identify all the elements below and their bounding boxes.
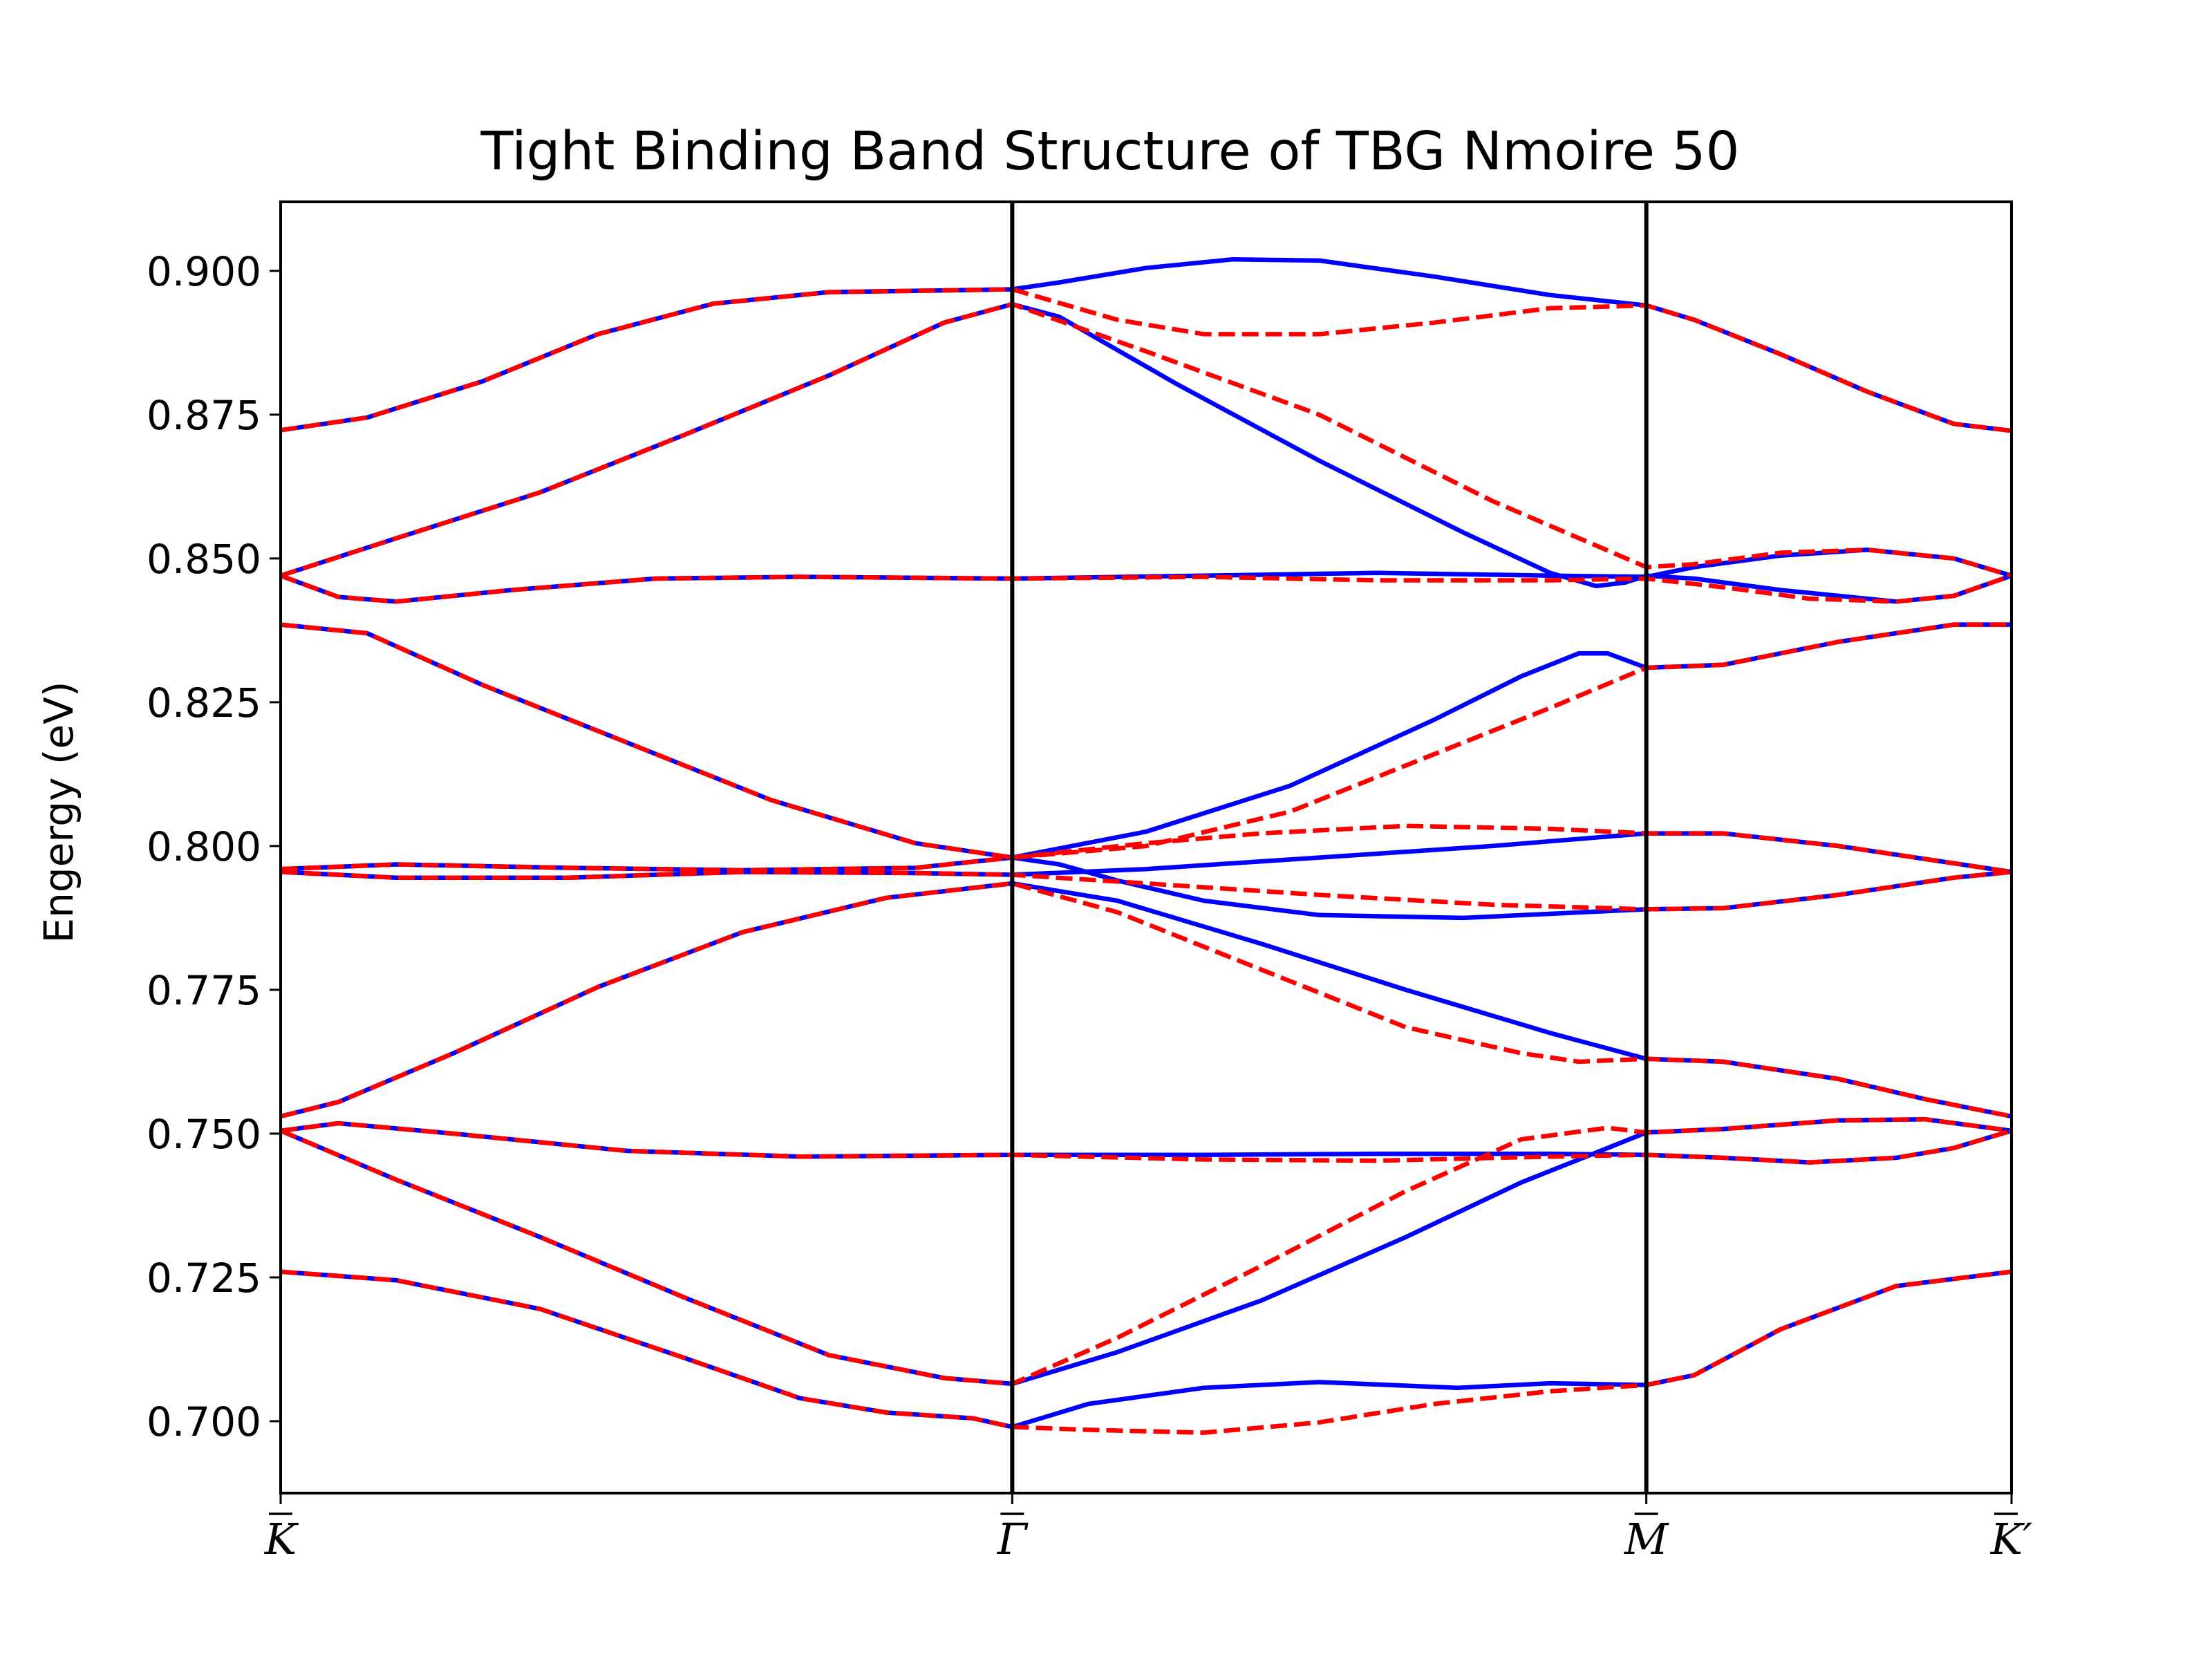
y-tick-label: 0.875 [147,392,261,439]
x-tick-label-3: M [1624,1514,1669,1564]
dashed-band-7 [280,881,2012,1119]
dashed-band-4 [280,622,2012,860]
axes-frame [279,200,2013,1494]
y-tick-label: 0.825 [147,679,261,727]
dashed-band-8 [280,1121,2012,1165]
y-tick-label: 0.725 [147,1255,261,1302]
dashed-band-10 [280,1269,2012,1435]
dashed-band-1 [280,287,2012,433]
y-tick-label: 0.750 [147,1111,261,1158]
y-tick-label: 0.850 [147,536,261,583]
x-tick-label-2: Γ [997,1514,1029,1564]
y-tick-label: 0.800 [147,823,261,870]
y-tick-label: 0.775 [147,967,261,1014]
dashed-band-3 [279,573,2013,604]
dashed-band-9 [279,1116,2012,1387]
y-axis-label: Engergy (eV) [35,682,82,944]
y-tick-label: 0.900 [147,248,261,295]
dashed-band-2 [279,301,2012,578]
x-tick-label-1: K [264,1514,299,1564]
plot-area: 0.700 0.725 0.750 0.775 0.800 0.825 0.850 0.875… [147,200,2032,1564]
dashed-band-6 [280,870,2012,912]
y-tick-label: 0.700 [147,1398,261,1445]
x-tick-label-4: K′ [1990,1514,2032,1564]
solid-band-5 [280,855,2012,921]
chart-title: Tight Binding Band Structure of TBG Nmoi… [480,121,1740,182]
